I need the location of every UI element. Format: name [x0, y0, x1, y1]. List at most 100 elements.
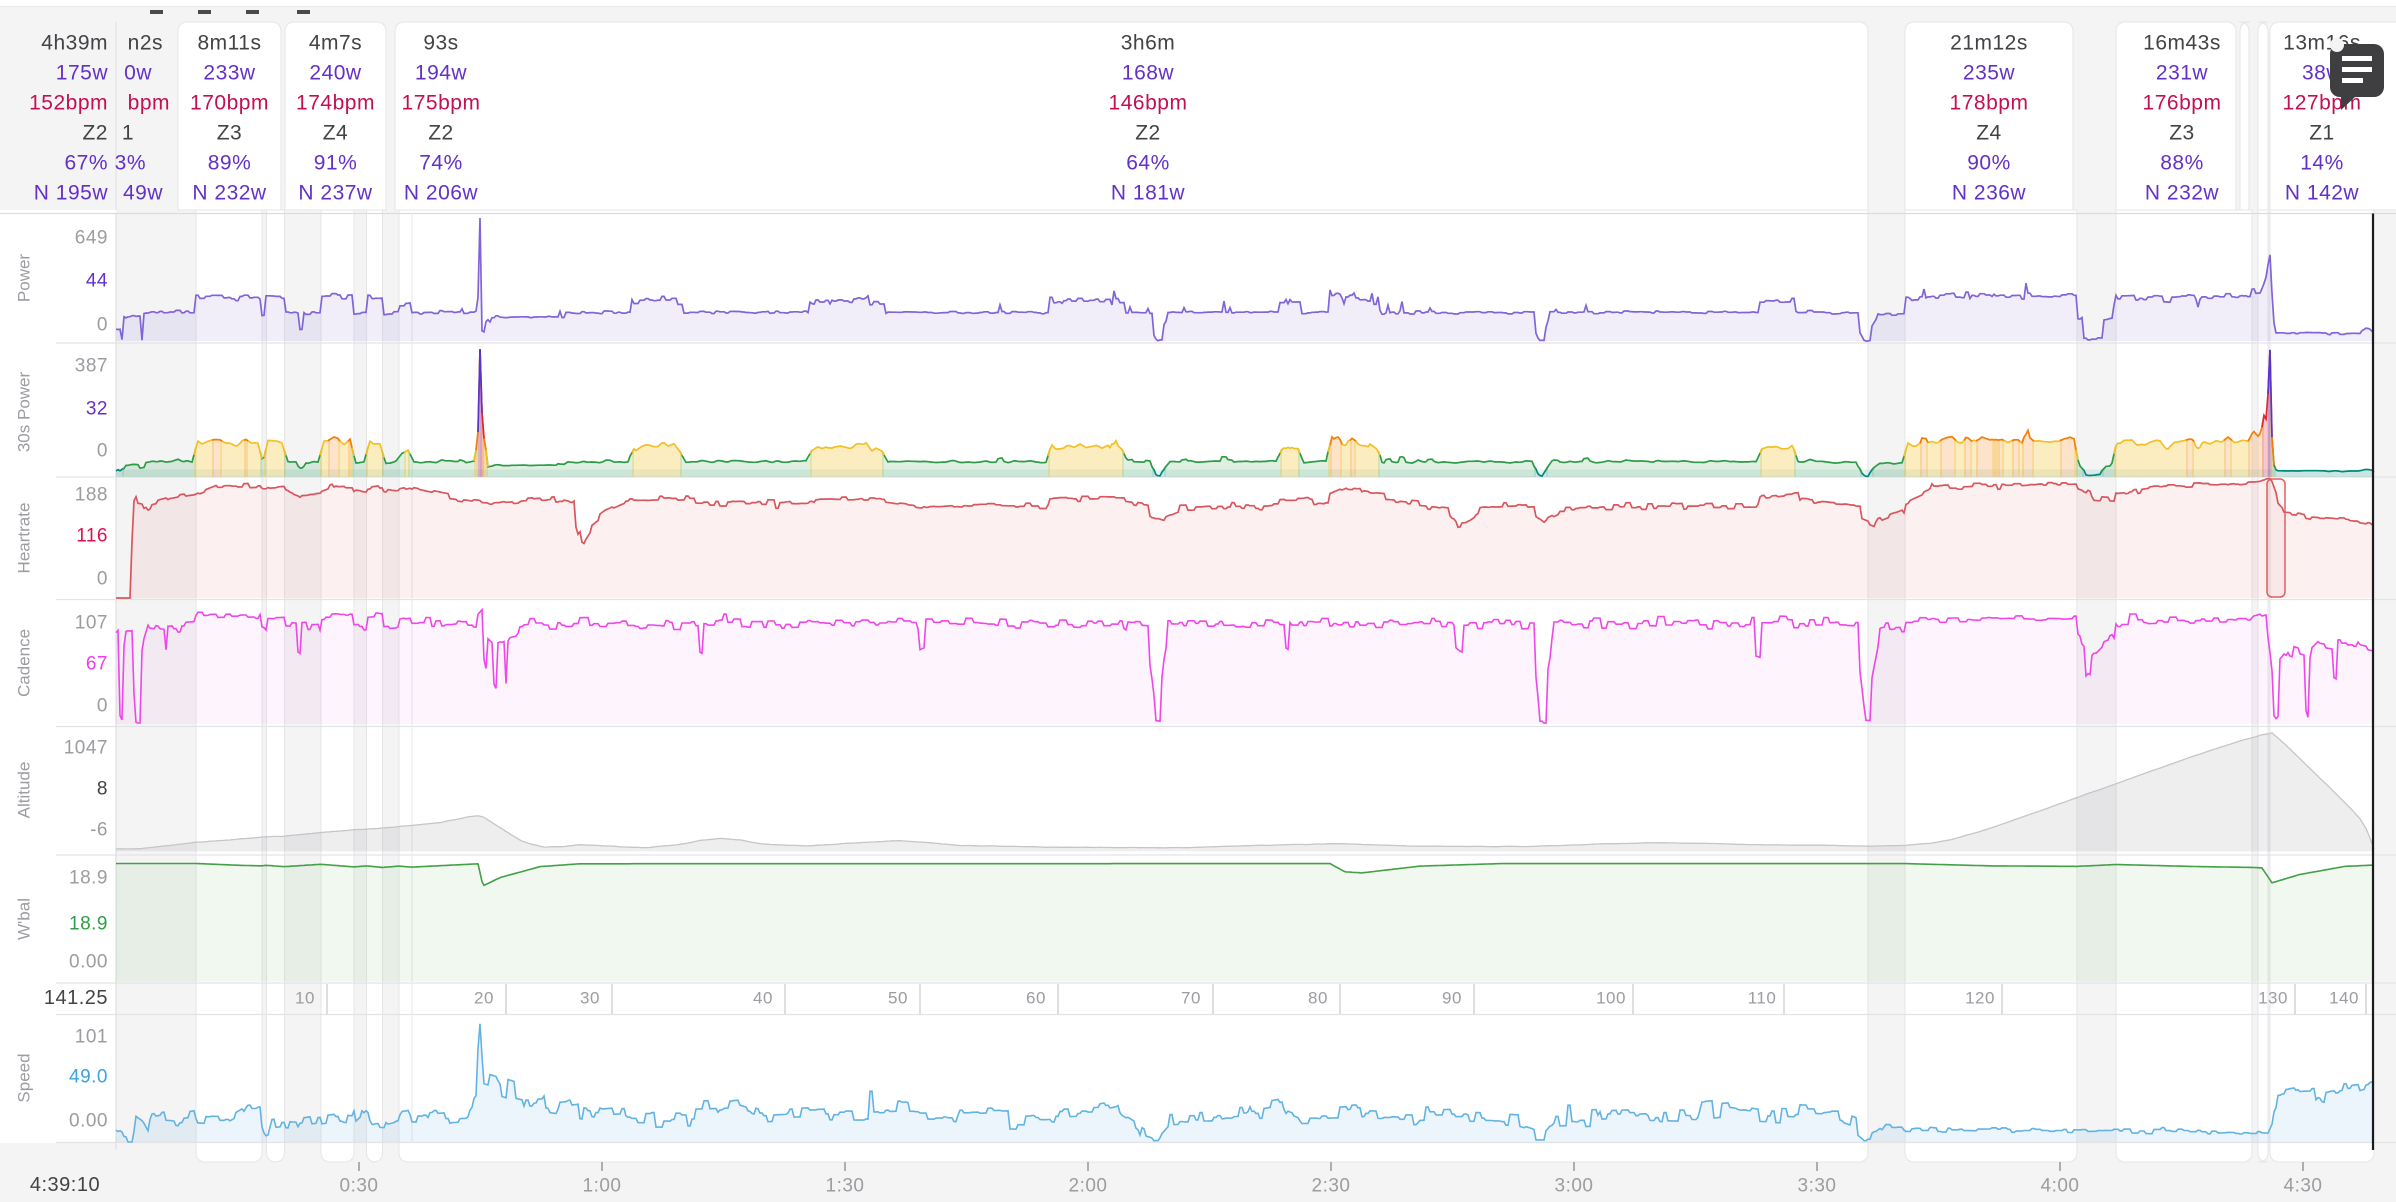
- svg-text:175w: 175w: [56, 62, 109, 85]
- svg-text:141.25: 141.25: [44, 987, 108, 1009]
- svg-text:49.0: 49.0: [69, 1067, 108, 1088]
- svg-text:67%: 67%: [64, 152, 108, 175]
- svg-text:Z2: Z2: [82, 122, 108, 145]
- svg-text:Heartrate: Heartrate: [15, 503, 34, 574]
- svg-text:1047: 1047: [64, 738, 108, 759]
- svg-text:W'bal: W'bal: [15, 898, 34, 940]
- svg-text:0: 0: [97, 696, 108, 717]
- svg-text:Z4: Z4: [1976, 122, 2002, 145]
- svg-text:146bpm: 146bpm: [1109, 92, 1188, 115]
- svg-text:4:30: 4:30: [2284, 1176, 2323, 1197]
- svg-text:14%: 14%: [2300, 152, 2344, 175]
- svg-text:10: 10: [295, 989, 315, 1008]
- svg-text:N 237w: N 237w: [298, 182, 373, 205]
- svg-text:8m11s: 8m11s: [198, 32, 262, 55]
- svg-text:49w: 49w: [123, 182, 163, 205]
- svg-text:64%: 64%: [1126, 152, 1170, 175]
- svg-text:N 232w: N 232w: [192, 182, 267, 205]
- svg-text:18.9: 18.9: [69, 868, 108, 889]
- svg-text:168w: 168w: [1122, 62, 1175, 85]
- svg-text:140: 140: [2329, 989, 2359, 1008]
- svg-text:93s: 93s: [423, 32, 458, 55]
- svg-text:Z2: Z2: [1135, 122, 1161, 145]
- svg-text:30s Power: 30s Power: [15, 372, 34, 453]
- svg-text:175bpm: 175bpm: [402, 92, 481, 115]
- svg-text:90%: 90%: [1967, 152, 2011, 175]
- svg-text:Power: Power: [15, 254, 34, 303]
- svg-text:0w: 0w: [124, 62, 152, 85]
- svg-text:32: 32: [86, 399, 108, 420]
- svg-text:80: 80: [1308, 989, 1328, 1008]
- svg-text:91%: 91%: [314, 152, 358, 175]
- svg-text:16m43s: 16m43s: [2143, 32, 2221, 55]
- svg-text:0.00: 0.00: [69, 952, 108, 973]
- svg-text:649: 649: [75, 228, 108, 249]
- svg-text:4:39:10: 4:39:10: [30, 1174, 100, 1196]
- svg-text:4m7s: 4m7s: [309, 32, 362, 55]
- svg-text:67: 67: [86, 654, 108, 675]
- svg-text:21m12s: 21m12s: [1950, 32, 2028, 55]
- svg-text:N 181w: N 181w: [1111, 182, 1186, 205]
- svg-text:Z3: Z3: [217, 122, 243, 145]
- svg-text:107: 107: [75, 613, 108, 634]
- svg-text:110: 110: [1748, 989, 1777, 1008]
- svg-text:174bpm: 174bpm: [296, 92, 375, 115]
- svg-text:bpm: bpm: [128, 92, 170, 115]
- svg-text:235w: 235w: [1963, 62, 2016, 85]
- svg-text:90: 90: [1442, 989, 1462, 1008]
- svg-text:176bpm: 176bpm: [2143, 92, 2222, 115]
- svg-text:Speed: Speed: [15, 1053, 34, 1102]
- svg-text:116: 116: [76, 526, 108, 547]
- svg-text:N 142w: N 142w: [2285, 182, 2360, 205]
- svg-text:2:30: 2:30: [1312, 1176, 1351, 1197]
- svg-text:100: 100: [1596, 989, 1626, 1008]
- svg-text:233w: 233w: [203, 62, 256, 85]
- svg-text:231w: 231w: [2156, 62, 2209, 85]
- svg-text:130: 130: [2258, 989, 2288, 1008]
- svg-text:1: 1: [122, 122, 134, 145]
- svg-text:-6: -6: [90, 820, 108, 841]
- svg-text:188: 188: [75, 485, 108, 506]
- svg-text:N 232w: N 232w: [2145, 182, 2220, 205]
- svg-text:194w: 194w: [415, 62, 468, 85]
- svg-text:N 195w: N 195w: [34, 182, 109, 205]
- svg-text:44: 44: [86, 271, 108, 292]
- svg-text:3%: 3%: [115, 152, 146, 175]
- svg-text:0: 0: [97, 569, 108, 590]
- svg-text:0:30: 0:30: [340, 1176, 379, 1197]
- svg-text:120: 120: [1965, 989, 1995, 1008]
- svg-text:Z2: Z2: [428, 122, 454, 145]
- svg-text:0: 0: [97, 315, 108, 336]
- svg-text:178bpm: 178bpm: [1950, 92, 2029, 115]
- svg-text:4h39m: 4h39m: [41, 32, 108, 55]
- svg-text:Cadence: Cadence: [15, 629, 34, 697]
- svg-text:20: 20: [474, 989, 494, 1008]
- svg-text:3h6m: 3h6m: [1121, 32, 1176, 55]
- svg-text:50: 50: [888, 989, 908, 1008]
- svg-text:3:30: 3:30: [1798, 1176, 1837, 1197]
- svg-text:N 236w: N 236w: [1952, 182, 2027, 205]
- svg-text:40: 40: [753, 989, 773, 1008]
- svg-text:18.9: 18.9: [69, 914, 108, 935]
- svg-text:N 206w: N 206w: [404, 182, 479, 205]
- svg-text:Altitude: Altitude: [15, 762, 34, 819]
- svg-text:70: 70: [1181, 989, 1201, 1008]
- svg-text:101: 101: [75, 1027, 108, 1048]
- svg-text:1:00: 1:00: [583, 1176, 622, 1197]
- svg-text:0: 0: [97, 441, 108, 462]
- svg-text:60: 60: [1026, 989, 1046, 1008]
- svg-text:74%: 74%: [419, 152, 463, 175]
- svg-text:88%: 88%: [2160, 152, 2204, 175]
- svg-text:89%: 89%: [208, 152, 252, 175]
- svg-text:n2s: n2s: [128, 32, 163, 55]
- svg-text:2:00: 2:00: [1069, 1176, 1108, 1197]
- svg-text:152bpm: 152bpm: [29, 92, 108, 115]
- svg-text:0.00: 0.00: [69, 1111, 108, 1132]
- svg-text:170bpm: 170bpm: [190, 92, 269, 115]
- svg-text:Z3: Z3: [2169, 122, 2195, 145]
- svg-text:30: 30: [580, 989, 600, 1008]
- svg-text:Z4: Z4: [323, 122, 349, 145]
- svg-text:3:00: 3:00: [1555, 1176, 1594, 1197]
- svg-text:387: 387: [75, 356, 108, 377]
- svg-text:4:00: 4:00: [2041, 1176, 2080, 1197]
